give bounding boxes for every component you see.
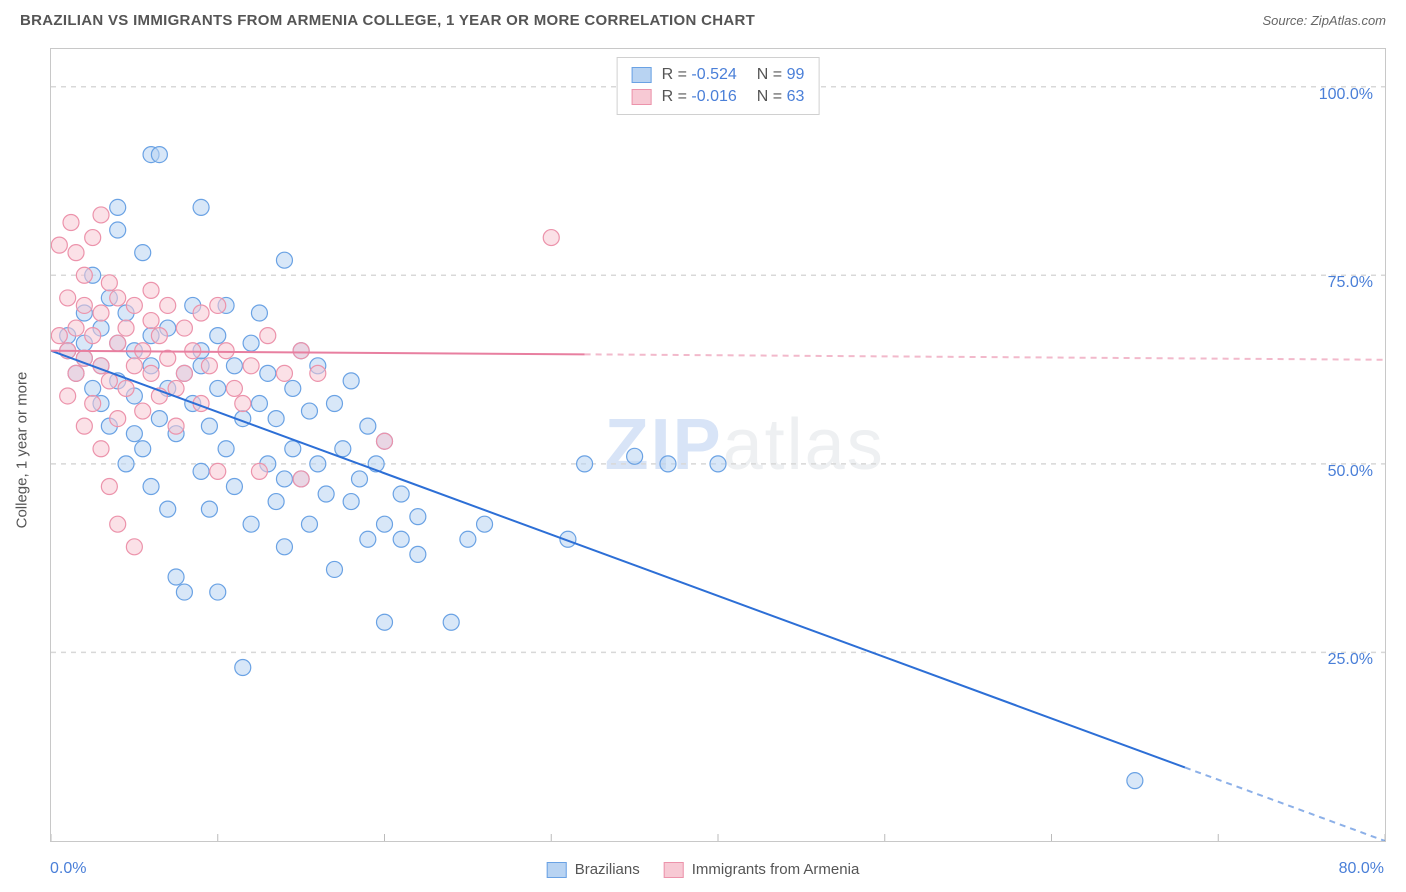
chart-header: BRAZILIAN VS IMMIGRANTS FROM ARMENIA COL… [0, 0, 1406, 37]
x-tick-label-max: 80.0% [1339, 860, 1384, 878]
legend-label: Brazilians [575, 861, 640, 878]
n-value-brazilians: 99 [787, 66, 805, 83]
y-tick-label: 75.0% [1328, 274, 1373, 292]
stats-legend: R = -0.524 N = 99 R = -0.016 N = 63 [617, 57, 820, 115]
chart-source: Source: ZipAtlas.com [1262, 13, 1386, 28]
legend-item-armenia: Immigrants from Armenia [664, 861, 860, 878]
series-legend: Brazilians Immigrants from Armenia [547, 861, 860, 878]
legend-item-brazilians: Brazilians [547, 861, 640, 878]
r-label: R = -0.524 [662, 66, 737, 84]
stats-row-brazilians: R = -0.524 N = 99 [632, 64, 805, 86]
swatch-armenia [632, 89, 652, 105]
y-tick-label: 25.0% [1328, 651, 1373, 669]
y-tick-label: 100.0% [1319, 86, 1373, 104]
legend-label: Immigrants from Armenia [692, 861, 860, 878]
swatch-icon [547, 862, 567, 878]
chart-area: ZIPatlas R = -0.524 N = 99 R = -0.016 N … [50, 48, 1386, 842]
r-label: R = -0.016 [662, 88, 737, 106]
n-label: N = 99 [757, 66, 805, 84]
n-value-armenia: 63 [787, 88, 805, 105]
n-label: N = 63 [757, 88, 805, 106]
stats-row-armenia: R = -0.016 N = 63 [632, 86, 805, 108]
chart-title: BRAZILIAN VS IMMIGRANTS FROM ARMENIA COL… [20, 12, 755, 29]
y-tick-label: 50.0% [1328, 463, 1373, 481]
swatch-brazilians [632, 67, 652, 83]
x-tick-label-min: 0.0% [50, 860, 86, 878]
r-value-brazilians: -0.524 [691, 66, 736, 83]
scatter-plot [51, 49, 1385, 841]
swatch-icon [664, 862, 684, 878]
y-axis-label: College, 1 year or more [14, 372, 31, 529]
r-value-armenia: -0.016 [691, 88, 736, 105]
